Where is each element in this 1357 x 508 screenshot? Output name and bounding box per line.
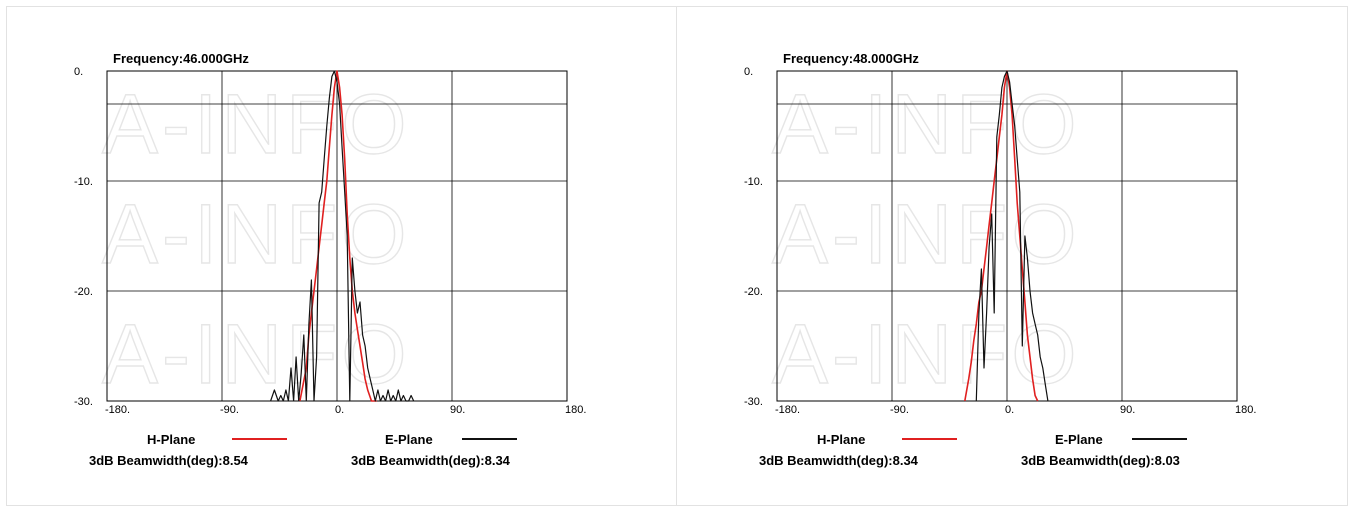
beamwidth-text-e-plane: 3dB Beamwidth(deg):8.03	[1021, 453, 1180, 468]
watermark: A-INFO A-INFO A-INFO	[101, 76, 411, 401]
x-tick-label: -180.	[775, 404, 800, 416]
beamwidth-text-h-plane: 3dB Beamwidth(deg):8.34	[759, 453, 919, 468]
legend-label-e-plane: E-Plane	[385, 432, 433, 447]
y-tick-label: 0.	[744, 66, 753, 78]
legend-label-h-plane: H-Plane	[147, 432, 195, 447]
legend-label-h-plane: H-Plane	[817, 432, 865, 447]
x-tick-label: 180.	[1235, 404, 1256, 416]
x-tick-label: 90.	[1120, 404, 1135, 416]
series-line-h-plane	[299, 70, 377, 402]
y-tick-label: -10.	[74, 176, 93, 188]
series-line-h-plane	[964, 70, 1039, 402]
x-tick-label: -90.	[220, 404, 239, 416]
x-tick-label: -90.	[890, 404, 909, 416]
beamwidth-text-h-plane: 3dB Beamwidth(deg):8.54	[89, 453, 249, 468]
grid	[777, 71, 1237, 401]
y-tick-label: 0.	[74, 66, 83, 78]
chart-panel-48ghz: A-INFO A-INFO A-INFO Frequency:48.000GHz 0. -…	[677, 6, 1348, 506]
y-tick-label: -20.	[744, 286, 763, 298]
watermark-text: A-INFO	[102, 77, 411, 171]
grid	[107, 71, 567, 401]
y-tick-label: -20.	[74, 286, 93, 298]
y-tick-label: -30.	[744, 396, 763, 408]
series-line-e-plane	[270, 70, 415, 402]
x-tick-label: 0.	[335, 404, 344, 416]
chart-svg-46ghz: A-INFO A-INFO A-INFO Frequency:46.000GHz 0. -…	[74, 51, 586, 468]
watermark-text: A-INFO	[772, 77, 1081, 171]
x-tick-label: 0.	[1005, 404, 1014, 416]
watermark-text: A-INFO	[102, 187, 411, 281]
chart-title: Frequency:48.000GHz	[783, 51, 919, 66]
x-tick-label: 90.	[450, 404, 465, 416]
x-tick-label: -180.	[105, 404, 130, 416]
chart-svg-48ghz: A-INFOA-INFOA-INFOFrequency:48.000GHz0.-…	[744, 51, 1256, 468]
legend-label-e-plane: E-Plane	[1055, 432, 1103, 447]
chart-title: Frequency:46.000GHz	[113, 51, 249, 66]
watermark-text: A-INFO	[772, 187, 1081, 281]
watermark-text: A-INFO	[102, 307, 411, 401]
y-tick-label: -30.	[74, 396, 93, 408]
beamwidth-text-e-plane: 3dB Beamwidth(deg):8.34	[351, 453, 511, 468]
series-line-e-plane	[975, 70, 1049, 402]
y-tick-label: -10.	[744, 176, 763, 188]
chart-panel-46ghz: A-INFO A-INFO A-INFO Frequency:46.000GHz 0. -…	[6, 6, 677, 506]
x-tick-label: 180.	[565, 404, 586, 416]
